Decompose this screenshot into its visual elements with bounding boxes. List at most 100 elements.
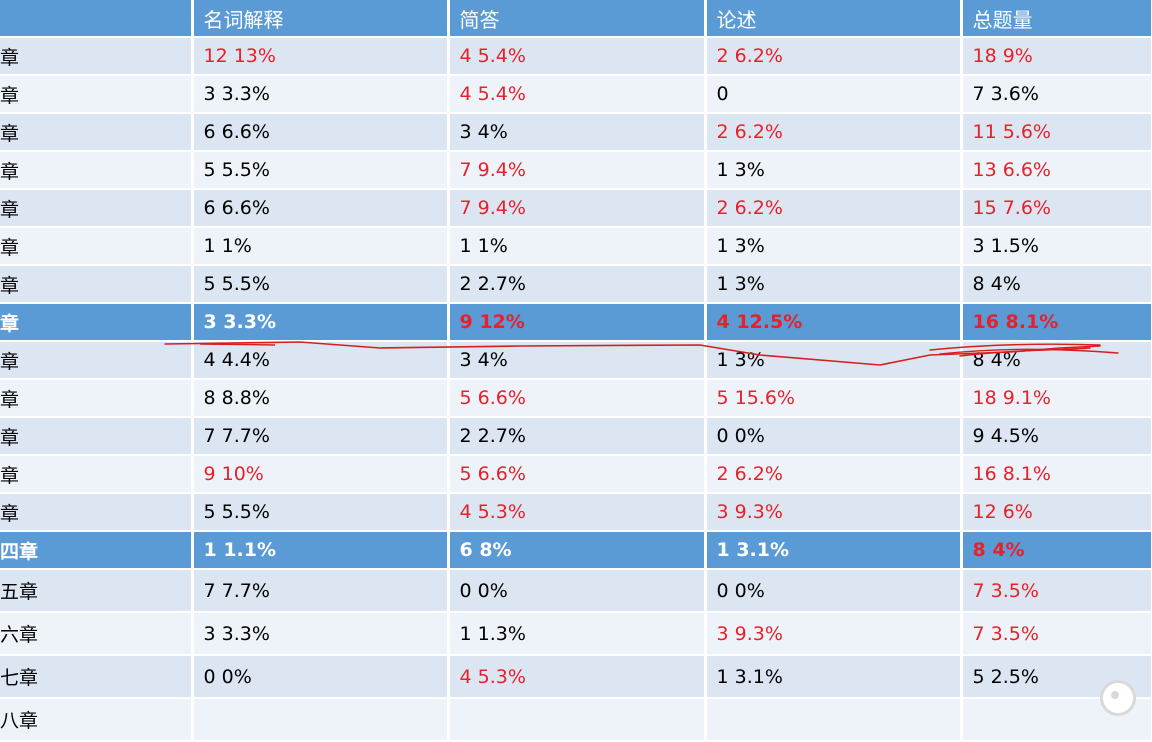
essay-cell: 2 6.2%	[705, 189, 963, 228]
chapter-cell: 章	[0, 75, 194, 114]
chapter-cell: 章	[0, 303, 194, 342]
short-answer-cell: 3 4%	[448, 341, 707, 380]
essay-cell: 5 15.6%	[705, 379, 963, 418]
short-answer-cell: 2 2.7%	[448, 417, 707, 456]
short-answer-cell: 7 9.4%	[448, 189, 707, 228]
term-definition-cell: 5 5.5%	[192, 265, 450, 304]
short-answer-cell: 5 6.6%	[448, 379, 707, 418]
essay-cell: 1 3%	[705, 341, 963, 380]
chapter-cell: 七章	[0, 655, 194, 699]
essay-cell: 2 6.2%	[705, 113, 963, 152]
total-cell: 3 1.5%	[961, 227, 1152, 266]
term-definition-cell: 8 8.8%	[192, 379, 450, 418]
chapter-cell: 章	[0, 265, 194, 304]
total-cell: 8 4%	[961, 341, 1152, 380]
header-total: 总题量	[961, 0, 1152, 38]
header-short-answer: 简答	[448, 0, 707, 38]
chapter-cell: 章	[0, 417, 194, 456]
term-definition-cell: 3 3.3%	[192, 612, 450, 656]
chapter-cell: 章	[0, 113, 194, 152]
chapter-cell: 章	[0, 151, 194, 190]
short-answer-cell: 9 12%	[448, 303, 707, 342]
short-answer-cell: 4 5.4%	[448, 75, 707, 114]
chapter-cell: 章	[0, 37, 194, 76]
total-cell: 9 4.5%	[961, 417, 1152, 456]
term-definition-cell: 1 1%	[192, 227, 450, 266]
total-cell: 16 8.1%	[961, 303, 1152, 342]
short-answer-cell: 6 8%	[448, 531, 707, 570]
table-body: 章 12 13% 4 5.4% 2 6.2% 18 9% 章 3 3.3% 4 5.4% 0 7 …	[0, 37, 1152, 742]
term-definition-cell: 7 7.7%	[192, 569, 450, 613]
term-definition-cell: 12 13%	[192, 37, 450, 76]
chapter-cell: 五章	[0, 569, 194, 613]
essay-cell: 3 9.3%	[705, 493, 963, 532]
term-definition-cell: 6 6.6%	[192, 113, 450, 152]
total-cell: 16 8.1%	[961, 455, 1152, 494]
short-answer-cell: 0 0%	[448, 569, 707, 613]
short-answer-cell: 4 5.3%	[448, 655, 707, 699]
term-definition-cell: 7 7.7%	[192, 417, 450, 456]
short-answer-cell: 4 5.3%	[448, 493, 707, 532]
header-row: 名词解释 简答 论述 总题量	[0, 0, 1152, 38]
essay-cell: 0 0%	[705, 569, 963, 613]
total-cell: 13 6.6%	[961, 151, 1152, 190]
essay-cell: 1 3%	[705, 227, 963, 266]
short-answer-cell: 4 5.4%	[448, 37, 707, 76]
total-cell: 15 7.6%	[961, 189, 1152, 228]
total-cell: 18 9.1%	[961, 379, 1152, 418]
short-answer-cell: 2 2.7%	[448, 265, 707, 304]
header-essay: 论述	[705, 0, 963, 38]
term-definition-cell: 5 5.5%	[192, 151, 450, 190]
essay-cell: 1 3.1%	[705, 655, 963, 699]
short-answer-cell: 1 1.3%	[448, 612, 707, 656]
total-cell: 7 3.6%	[961, 75, 1152, 114]
chapter-cell: 六章	[0, 612, 194, 656]
total-cell: 8 4%	[961, 265, 1152, 304]
term-definition-cell: 9 10%	[192, 455, 450, 494]
watermark-logo-icon	[1100, 680, 1136, 716]
total-cell: 7 3.5%	[961, 569, 1152, 613]
essay-cell: 2 6.2%	[705, 455, 963, 494]
short-answer-cell: 1 1%	[448, 227, 707, 266]
short-answer-cell: 5 6.6%	[448, 455, 707, 494]
chapter-cell: 四章	[0, 531, 194, 570]
term-definition-cell: 0 0%	[192, 655, 450, 699]
table-row: 四章 1 1.1% 6 8% 1 3.1% 8 4%	[0, 531, 1152, 570]
essay-cell: 1 3.1%	[705, 531, 963, 570]
essay-cell: 1 3%	[705, 151, 963, 190]
essay-cell: 2 6.2%	[705, 37, 963, 76]
term-definition-cell: 1 1.1%	[192, 531, 450, 570]
chapter-cell: 章	[0, 227, 194, 266]
table-row: 七章 0 0% 4 5.3% 1 3.1% 5 2.5%	[0, 655, 1152, 699]
short-answer-cell: 3 4%	[448, 113, 707, 152]
term-definition-cell: 6 6.6%	[192, 189, 450, 228]
total-cell: 12 6%	[961, 493, 1152, 532]
chapter-cell: 章	[0, 341, 194, 380]
essay-cell: 1 3%	[705, 265, 963, 304]
chapter-cell: 章	[0, 455, 194, 494]
table-row: 章 12 13% 4 5.4% 2 6.2% 18 9%	[0, 37, 1152, 76]
total-cell: 7 3.5%	[961, 612, 1152, 656]
header-chapter	[0, 0, 194, 38]
essay-cell: 3 9.3%	[705, 612, 963, 656]
table-row: 六章 3 3.3% 1 1.3% 3 9.3% 7 3.5%	[0, 612, 1152, 656]
total-cell: 11 5.6%	[961, 113, 1152, 152]
term-definition-cell: 3 3.3%	[192, 303, 450, 342]
total-cell: 8 4%	[961, 531, 1152, 570]
total-cell: 18 9%	[961, 37, 1152, 76]
essay-cell: 0	[705, 75, 963, 114]
term-definition-cell: 3 3.3%	[192, 75, 450, 114]
